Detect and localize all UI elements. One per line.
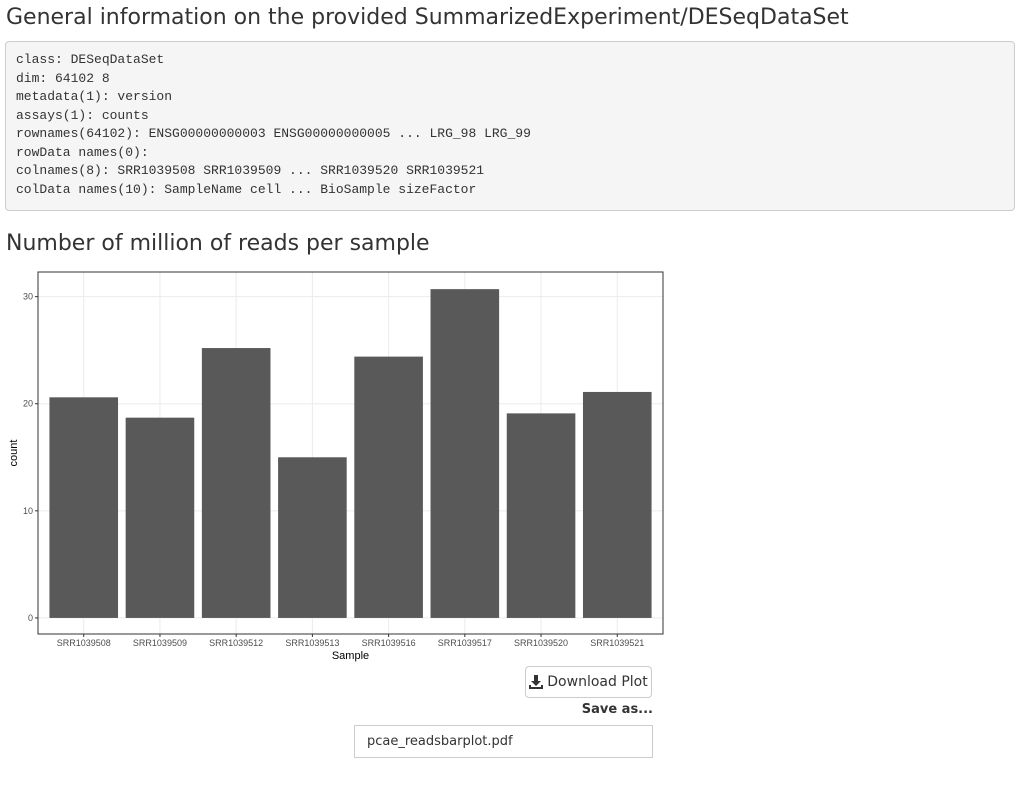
x-tick-label: SRR1039508 — [57, 638, 111, 648]
x-tick-label: SRR1039513 — [285, 638, 339, 648]
info-line: rownames(64102): ENSG00000000003 ENSG000… — [16, 126, 531, 141]
download-icon — [529, 675, 544, 689]
bar — [201, 348, 271, 618]
bar — [430, 289, 500, 618]
bar — [582, 391, 652, 618]
x-tick-label: SRR1039517 — [438, 638, 492, 648]
bar — [49, 397, 119, 618]
section-title: General information on the provided Summ… — [6, 5, 849, 30]
y-tick-label: 30 — [23, 292, 33, 302]
x-tick-label: SRR1039512 — [209, 638, 263, 648]
bar — [506, 413, 576, 618]
y-axis-label: count — [8, 440, 20, 467]
filename-input[interactable]: pcae_readsbarplot.pdf — [354, 725, 653, 758]
bar — [354, 356, 423, 618]
bar — [278, 457, 347, 618]
info-line: class: DESeqDataSet — [16, 52, 165, 67]
x-tick-label: SRR1039516 — [362, 638, 416, 648]
info-line: rowData names(0): — [16, 144, 149, 160]
info-box: class: DESeqDataSet dim: 64102 8 metadata(… — [5, 41, 1015, 211]
x-tick-label: SRR1039509 — [133, 638, 187, 648]
button-label: Download Plot — [547, 674, 648, 690]
info-line: dim: 64102 8 — [16, 70, 110, 86]
x-tick-label: SRR1039520 — [514, 638, 568, 648]
section-title: Number of million of reads per sample — [6, 231, 430, 256]
x-axis-label: Sample — [332, 650, 369, 662]
info-line: metadata(1): version — [16, 89, 173, 104]
input-value: pcae_readsbarplot.pdf — [367, 734, 513, 749]
download-button[interactable]: Download Plot — [525, 666, 652, 698]
save-label: Save as... — [581, 702, 653, 717]
info-line: assays(1): counts — [16, 107, 149, 123]
x-tick-label: SRR1039521 — [590, 638, 644, 648]
y-tick-label: 10 — [23, 506, 33, 516]
chart: 0 10 20 30 SRR1039508 SRR1039509 SRR1039512 SRR… — [8, 271, 664, 662]
y-tick-label: 0 — [28, 613, 33, 623]
info-line: colData names(10): SampleName cell ... B… — [16, 181, 477, 197]
info-line: colnames(8): SRR1039508 SRR1039509 ... S… — [16, 163, 485, 178]
y-tick-label: 20 — [23, 399, 33, 409]
panel-border — [37, 271, 664, 635]
bar — [125, 417, 195, 618]
